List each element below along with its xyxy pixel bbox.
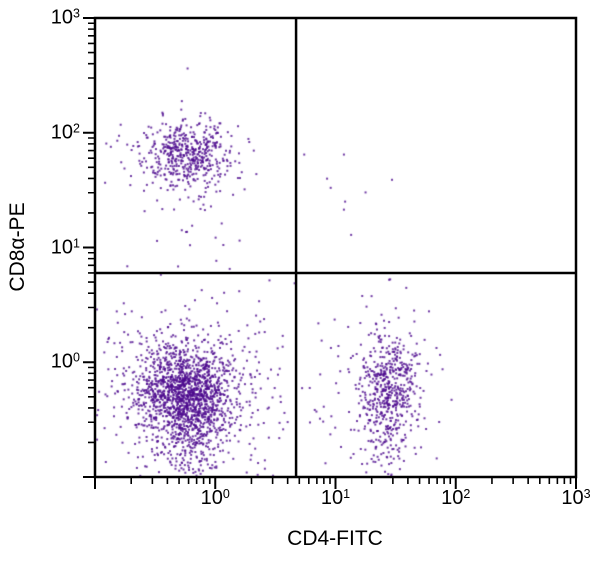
major-ticks xyxy=(83,17,577,489)
plot-frame xyxy=(93,16,578,479)
scatter-points-canvas xyxy=(95,18,576,477)
minor-ticks xyxy=(88,22,572,484)
